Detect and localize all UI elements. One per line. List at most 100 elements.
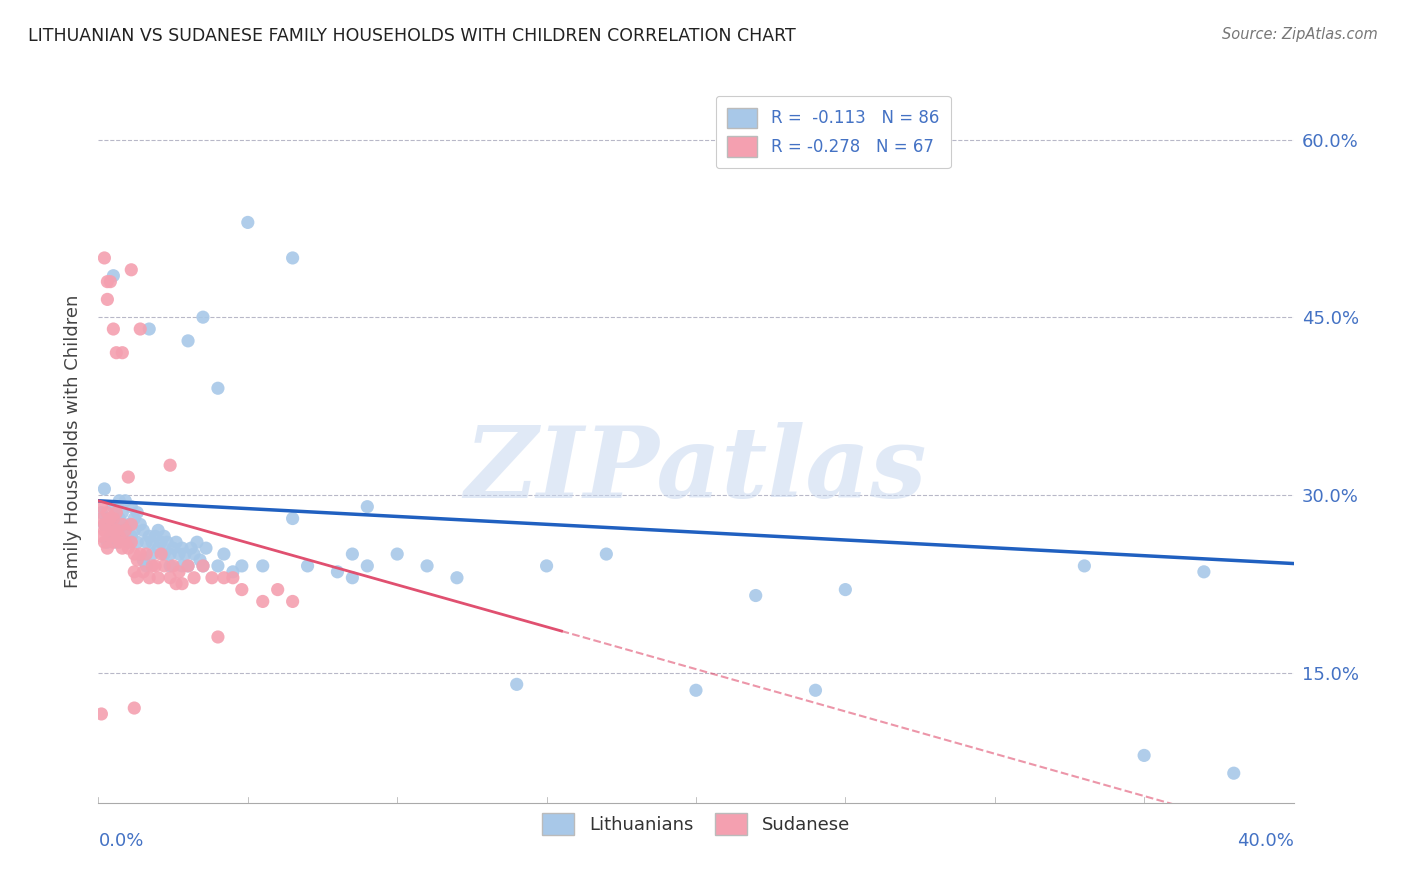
Point [96,293,118,307]
Point [96,275,118,289]
Point [1073,558,1095,573]
Point [120,517,142,532]
Point [132,553,155,567]
Point [103,517,125,532]
Point [191,310,214,325]
Point [141,547,163,561]
Point [162,558,184,573]
Point [132,565,155,579]
Point [231,582,253,597]
Point [103,322,125,336]
Point [120,500,142,514]
Point [108,511,131,525]
Point [111,517,134,532]
Point [135,535,157,549]
Point [138,529,160,543]
Point [153,547,176,561]
Point [252,594,274,608]
Point [231,558,253,573]
Point [127,535,149,549]
Point [93,517,115,532]
Point [138,322,160,336]
Point [105,517,128,532]
Point [416,558,439,573]
Point [127,553,149,567]
Point [685,683,707,698]
Point [222,565,245,579]
Point [326,565,349,579]
Point [124,524,146,538]
Point [153,558,176,573]
Point [90,511,112,525]
Point [252,558,274,573]
Point [180,541,202,556]
Point [281,511,304,525]
Point [143,558,166,573]
Point [98,529,122,543]
Point [1133,748,1156,763]
Point [90,506,112,520]
Point [135,558,157,573]
Point [281,251,304,265]
Point [105,524,128,538]
Point [167,547,190,561]
Point [342,571,364,585]
Point [90,706,112,721]
Point [138,571,160,585]
Point [159,547,181,561]
Point [162,541,184,556]
Point [148,571,170,585]
Point [212,547,235,561]
Point [167,565,190,579]
Point [98,511,122,525]
Point [188,553,211,567]
Point [385,547,409,561]
Point [129,322,152,336]
Point [105,506,128,520]
Point [114,535,136,549]
Point [172,576,194,591]
Point [108,493,131,508]
Point [103,535,125,549]
Point [132,524,155,538]
Point [159,458,181,473]
Point [174,547,197,561]
Point [103,524,125,538]
Point [105,535,128,549]
Point [120,262,142,277]
Text: 40.0%: 40.0% [1237,831,1294,850]
Point [177,558,200,573]
Point [124,701,146,715]
Point [93,251,115,265]
Point [120,529,142,543]
Point [96,506,118,520]
Point [98,511,122,525]
Point [96,524,118,538]
Point [105,345,128,359]
Point [267,582,290,597]
Point [117,535,139,549]
Point [201,571,224,585]
Point [159,558,181,573]
Point [135,547,157,561]
Point [129,517,152,532]
Point [159,571,181,585]
Point [117,470,139,484]
Point [177,558,200,573]
Point [141,535,163,549]
Point [111,506,134,520]
Point [207,558,229,573]
Point [191,558,214,573]
Point [129,547,152,561]
Point [90,529,112,543]
Point [141,558,163,573]
Point [117,517,139,532]
Text: 0.0%: 0.0% [98,831,143,850]
Point [111,541,134,556]
Point [1192,565,1215,579]
Point [183,547,205,561]
Point [127,506,149,520]
Point [103,500,125,514]
Point [90,500,112,514]
Point [165,535,187,549]
